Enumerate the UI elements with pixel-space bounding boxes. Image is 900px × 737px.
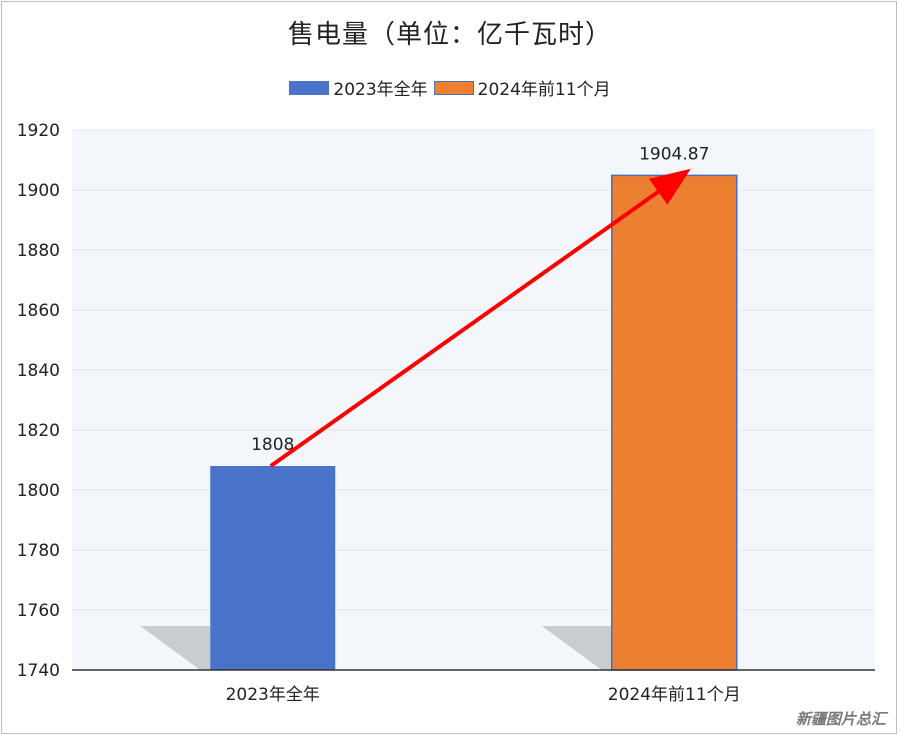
bars	[210, 174, 738, 671]
data-label: 1904.87	[639, 144, 709, 164]
y-tick-label: 1780	[17, 541, 60, 561]
chart-legend: 2023年全年 2024年前11个月	[0, 75, 900, 100]
y-tick-label: 1880	[17, 241, 60, 261]
y-tick-label: 1740	[17, 661, 60, 681]
x-tick-label: 2023年全年	[226, 685, 320, 705]
data-label: 1808	[251, 435, 294, 455]
grid-lines	[72, 129, 875, 611]
y-tick-label: 1900	[17, 181, 60, 201]
trend-arrow	[269, 168, 691, 468]
y-tick-label: 1920	[17, 121, 60, 141]
bar-shadows	[140, 626, 612, 670]
bar-2[interactable]	[611, 174, 738, 671]
y-tick-label: 1860	[17, 301, 60, 321]
x-axis: 2023年全年 2024年前11个月	[72, 669, 875, 705]
legend-item-2024[interactable]: 2024年前11个月	[433, 75, 611, 100]
y-tick-label: 1820	[17, 421, 60, 441]
y-tick-label: 1800	[17, 481, 60, 501]
legend-swatch-2024	[433, 80, 474, 95]
bar-shadow	[541, 626, 612, 670]
x-tick-label: 2024年前11个月	[608, 685, 741, 705]
legend-label-2024: 2024年前11个月	[477, 80, 611, 100]
y-tick-label: 1840	[17, 361, 60, 381]
watermark-text: 新疆图片总汇	[795, 710, 886, 728]
y-tick-label: 1760	[17, 601, 60, 621]
bar-1[interactable]	[210, 466, 336, 670]
legend-swatch-2023	[289, 80, 330, 95]
trend-arrow-line	[269, 168, 691, 468]
bar-shadow	[140, 626, 211, 670]
legend-item-2023[interactable]: 2023年全年	[289, 75, 428, 100]
chart-title: 售电量（单位：亿千瓦时）	[287, 20, 612, 50]
plot-area	[72, 130, 875, 670]
data-labels: 1808 1904.87	[251, 144, 709, 455]
y-axis: 1740 1760 1780 1800 1820 1840 1860 1880 1900 1920	[17, 121, 60, 681]
legend-label-2023: 2023年全年	[333, 80, 428, 100]
